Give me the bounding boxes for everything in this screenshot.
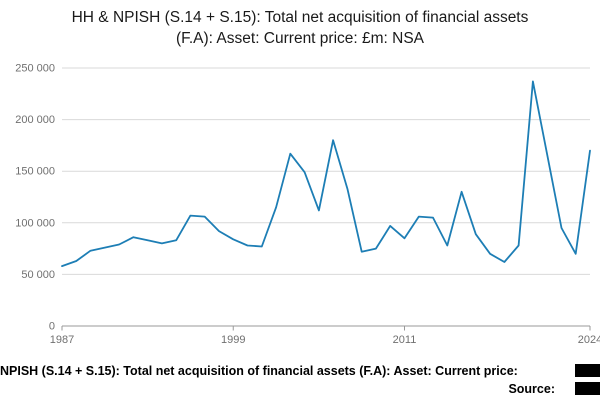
y-tick-label: 100 000 (15, 217, 55, 229)
x-tick-label: 1987 (50, 334, 74, 346)
chart-title: HH & NPISH (S.14 + S.15): Total net acqu… (71, 9, 529, 48)
footer-series-text: NPISH (S.14 + S.15): Total net acquisiti… (0, 364, 518, 378)
x-tick-label: 2024 (578, 334, 600, 346)
y-tick-label: 200 000 (15, 114, 55, 126)
cropped-black-box-top (575, 364, 600, 377)
y-tick-label: 0 (49, 321, 55, 333)
y-tick-label: 150 000 (15, 166, 55, 178)
x-tick-label: 1999 (221, 334, 245, 346)
data-series-line (61, 80, 591, 268)
footer-source-label: Source: (508, 382, 555, 396)
cropped-black-box-bottom (575, 382, 600, 395)
y-tick-label: 250 000 (15, 63, 55, 75)
line-chart: 0 50 000 100 000 150 000 200 000 250 000 1987 1… (15, 63, 600, 347)
x-tick-label: 2011 (393, 334, 417, 346)
y-tick-label: 50 000 (21, 269, 55, 281)
chart-footer: NPISH (S.14 + S.15): Total net acquisiti… (0, 358, 600, 400)
